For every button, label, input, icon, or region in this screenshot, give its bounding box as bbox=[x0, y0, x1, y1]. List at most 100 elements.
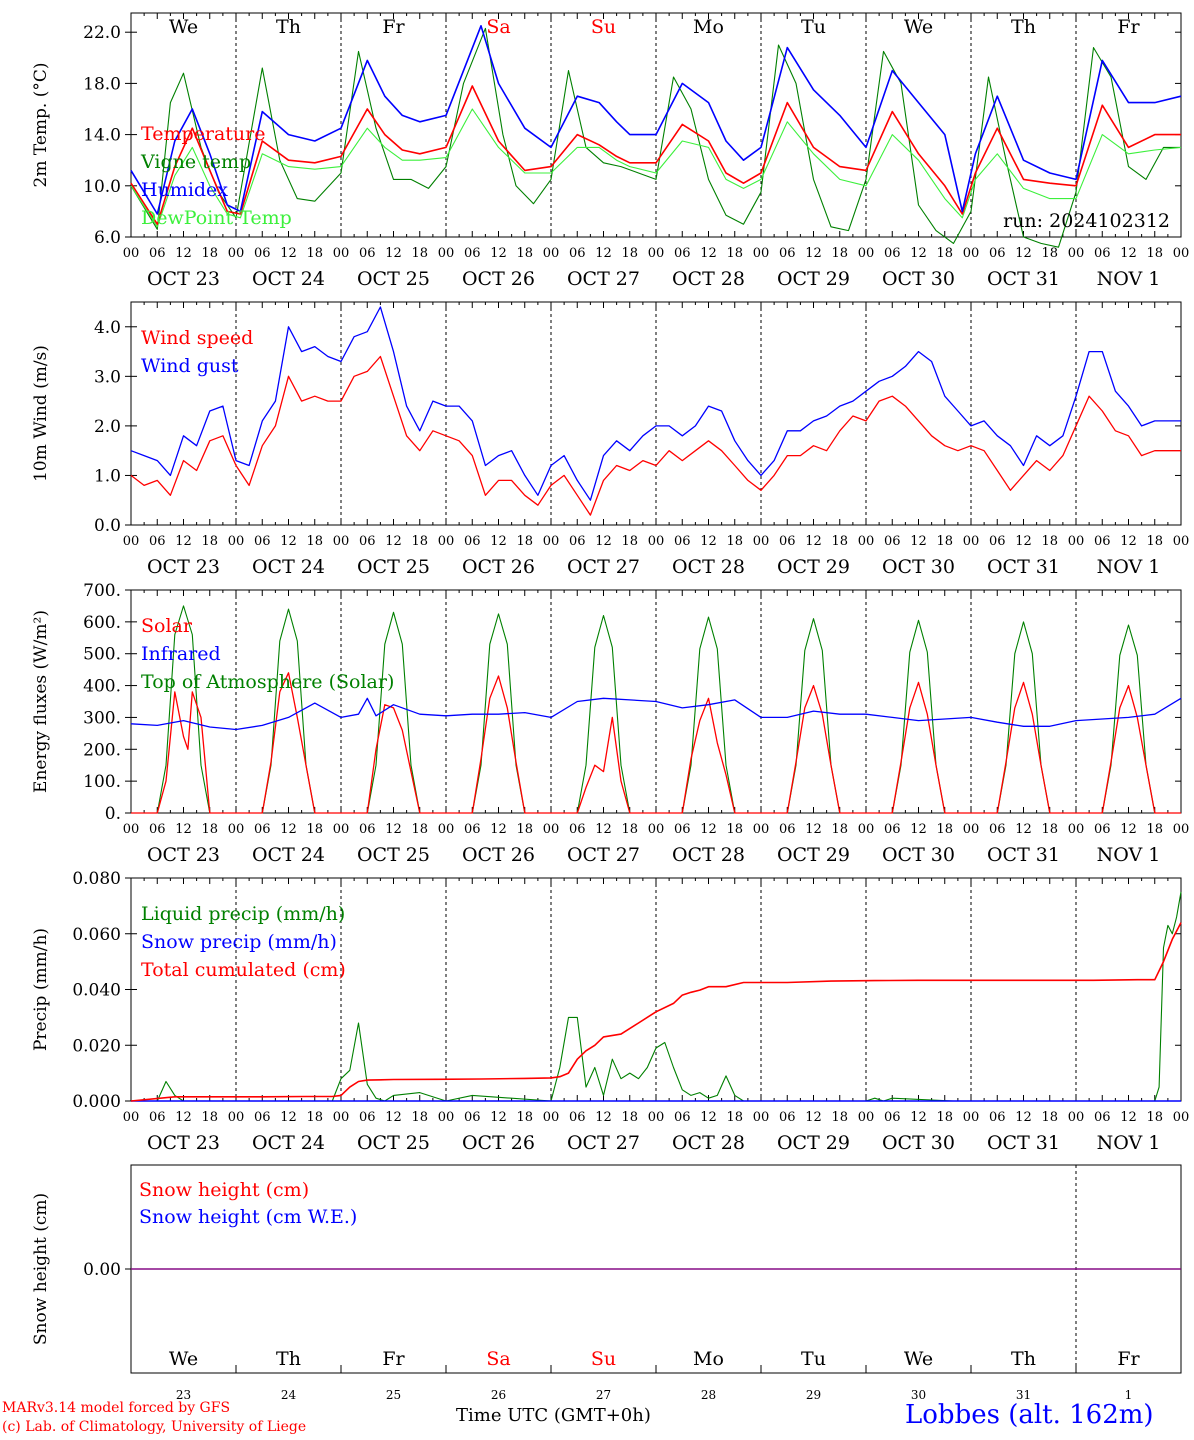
date-label: OCT 27 bbox=[567, 556, 640, 578]
hour-tick-label: 00 bbox=[648, 1110, 665, 1125]
hour-tick-label: 06 bbox=[254, 534, 271, 549]
hour-tick-label: 12 bbox=[805, 822, 822, 837]
hour-tick-label: 00 bbox=[1068, 246, 1085, 261]
hour-tick-label: 00 bbox=[963, 534, 980, 549]
day-number-label: 1 bbox=[1125, 1388, 1133, 1402]
hour-tick-label: 06 bbox=[569, 1110, 586, 1125]
hour-tick-label: 18 bbox=[621, 534, 638, 549]
hour-tick-label: 12 bbox=[385, 534, 402, 549]
hour-tick-label: 18 bbox=[726, 822, 743, 837]
hour-tick-label: 06 bbox=[779, 1110, 796, 1125]
lab-credit: (c) Lab. of Climatology, University of L… bbox=[2, 1419, 307, 1435]
panel-2: 0.0 1.0 2.0 3.0 4.0 10m Wind (m/s) Wind speed W… bbox=[31, 301, 1189, 578]
hour-tick-label: 06 bbox=[149, 246, 166, 261]
legend-entry: Solar bbox=[141, 615, 193, 637]
hour-tick-label: 18 bbox=[936, 246, 953, 261]
date-label: OCT 27 bbox=[567, 268, 640, 290]
day-number-label: 24 bbox=[281, 1388, 297, 1402]
hour-tick-label: 06 bbox=[359, 246, 376, 261]
legend-entry: Vigne temp bbox=[140, 151, 251, 173]
date-label: OCT 28 bbox=[672, 268, 745, 290]
date-label: OCT 30 bbox=[882, 556, 955, 578]
hour-tick-label: 12 bbox=[175, 534, 192, 549]
panel-1: 6.0 10.0 14.0 18.0 22.0 2m Temp. (°C) Temperat… bbox=[31, 12, 1189, 290]
date-label: OCT 29 bbox=[777, 844, 850, 866]
hour-tick-label: 00 bbox=[543, 534, 560, 549]
weekday-label: Mo bbox=[693, 16, 724, 38]
hour-tick-label: 00 bbox=[438, 822, 455, 837]
hour-tick-label: 00 bbox=[438, 534, 455, 549]
hour-tick-label: 18 bbox=[411, 822, 428, 837]
weekday-label: We bbox=[169, 1348, 198, 1370]
hour-tick-label: 00 bbox=[123, 534, 140, 549]
hour-tick-label: 06 bbox=[1094, 246, 1111, 261]
hour-tick-label: 00 bbox=[963, 822, 980, 837]
hour-tick-label: 06 bbox=[884, 534, 901, 549]
hour-tick-label: 18 bbox=[411, 534, 428, 549]
plot-frame bbox=[130, 301, 1182, 526]
hour-tick-label: 12 bbox=[700, 534, 717, 549]
date-label: OCT 29 bbox=[777, 268, 850, 290]
y-tick-label: 2.0 bbox=[94, 417, 121, 437]
y-tick-label: 0.00 bbox=[83, 1260, 121, 1280]
y-axis-title: Energy fluxes (W/m²) bbox=[31, 610, 51, 793]
day-number-label: 26 bbox=[491, 1388, 506, 1402]
hour-tick-label: 06 bbox=[779, 534, 796, 549]
hour-tick-label: 06 bbox=[779, 246, 796, 261]
legend-entry: Wind speed bbox=[141, 327, 253, 349]
hour-tick-label: 12 bbox=[175, 246, 192, 261]
legend-entry: Humidex bbox=[141, 179, 228, 201]
date-label: OCT 26 bbox=[462, 1132, 535, 1154]
hour-tick-label: 12 bbox=[595, 534, 612, 549]
hour-tick-label: 06 bbox=[149, 822, 166, 837]
hour-tick-label: 06 bbox=[1094, 822, 1111, 837]
hour-tick-label: 06 bbox=[359, 534, 376, 549]
hour-tick-label: 18 bbox=[726, 246, 743, 261]
hour-tick-label: 18 bbox=[621, 246, 638, 261]
hour-tick-label: 00 bbox=[333, 822, 350, 837]
hour-tick-label: 06 bbox=[674, 534, 691, 549]
hour-tick-label: 18 bbox=[726, 534, 743, 549]
y-tick-label: 22.0 bbox=[83, 23, 121, 43]
legend-entry: Infrared bbox=[141, 643, 221, 665]
weekday-label: Tu bbox=[801, 16, 826, 38]
hour-tick-label: 12 bbox=[280, 246, 297, 261]
hour-tick-label: 12 bbox=[175, 1110, 192, 1125]
series-wind-gust bbox=[130, 306, 1181, 501]
date-label: OCT 30 bbox=[882, 844, 955, 866]
hour-tick-label: 06 bbox=[674, 246, 691, 261]
hour-tick-label: 06 bbox=[884, 1110, 901, 1125]
y-tick-label: 0.0 bbox=[94, 516, 121, 536]
date-label: OCT 31 bbox=[987, 268, 1060, 290]
hour-tick-label: 18 bbox=[621, 1110, 638, 1125]
hour-tick-label: 18 bbox=[1146, 822, 1163, 837]
weekday-label: We bbox=[904, 1348, 933, 1370]
hour-tick-label: 18 bbox=[936, 822, 953, 837]
series-top-of-atmosphere-solar bbox=[131, 605, 1181, 814]
hour-tick-label: 12 bbox=[490, 1110, 507, 1125]
date-label: OCT 24 bbox=[252, 556, 325, 578]
date-label: OCT 25 bbox=[357, 268, 430, 290]
y-tick-label: 600. bbox=[83, 613, 121, 633]
hour-tick-label: 06 bbox=[884, 822, 901, 837]
hour-tick-label: 00 bbox=[963, 1110, 980, 1125]
date-label: OCT 28 bbox=[672, 556, 745, 578]
hour-tick-label: 06 bbox=[464, 246, 481, 261]
date-label: OCT 25 bbox=[357, 844, 430, 866]
series-infrared bbox=[130, 697, 1182, 731]
date-label: OCT 26 bbox=[462, 844, 535, 866]
date-label: OCT 30 bbox=[882, 268, 955, 290]
hour-tick-label: 06 bbox=[254, 246, 271, 261]
hour-tick-label: 18 bbox=[306, 534, 323, 549]
hour-tick-label: 12 bbox=[280, 1110, 297, 1125]
hour-tick-label: 18 bbox=[936, 1110, 953, 1125]
hour-tick-label: 00 bbox=[228, 246, 245, 261]
time-axis-label: Time UTC (GMT+0h) bbox=[456, 1405, 651, 1426]
hour-tick-label: 12 bbox=[1120, 534, 1137, 549]
hour-tick-label: 00 bbox=[858, 1110, 875, 1125]
hour-tick-label: 18 bbox=[1041, 1110, 1058, 1125]
date-label: OCT 28 bbox=[672, 1132, 745, 1154]
y-tick-label: 14.0 bbox=[83, 126, 121, 146]
date-label: OCT 27 bbox=[567, 844, 640, 866]
hour-tick-label: 00 bbox=[438, 246, 455, 261]
